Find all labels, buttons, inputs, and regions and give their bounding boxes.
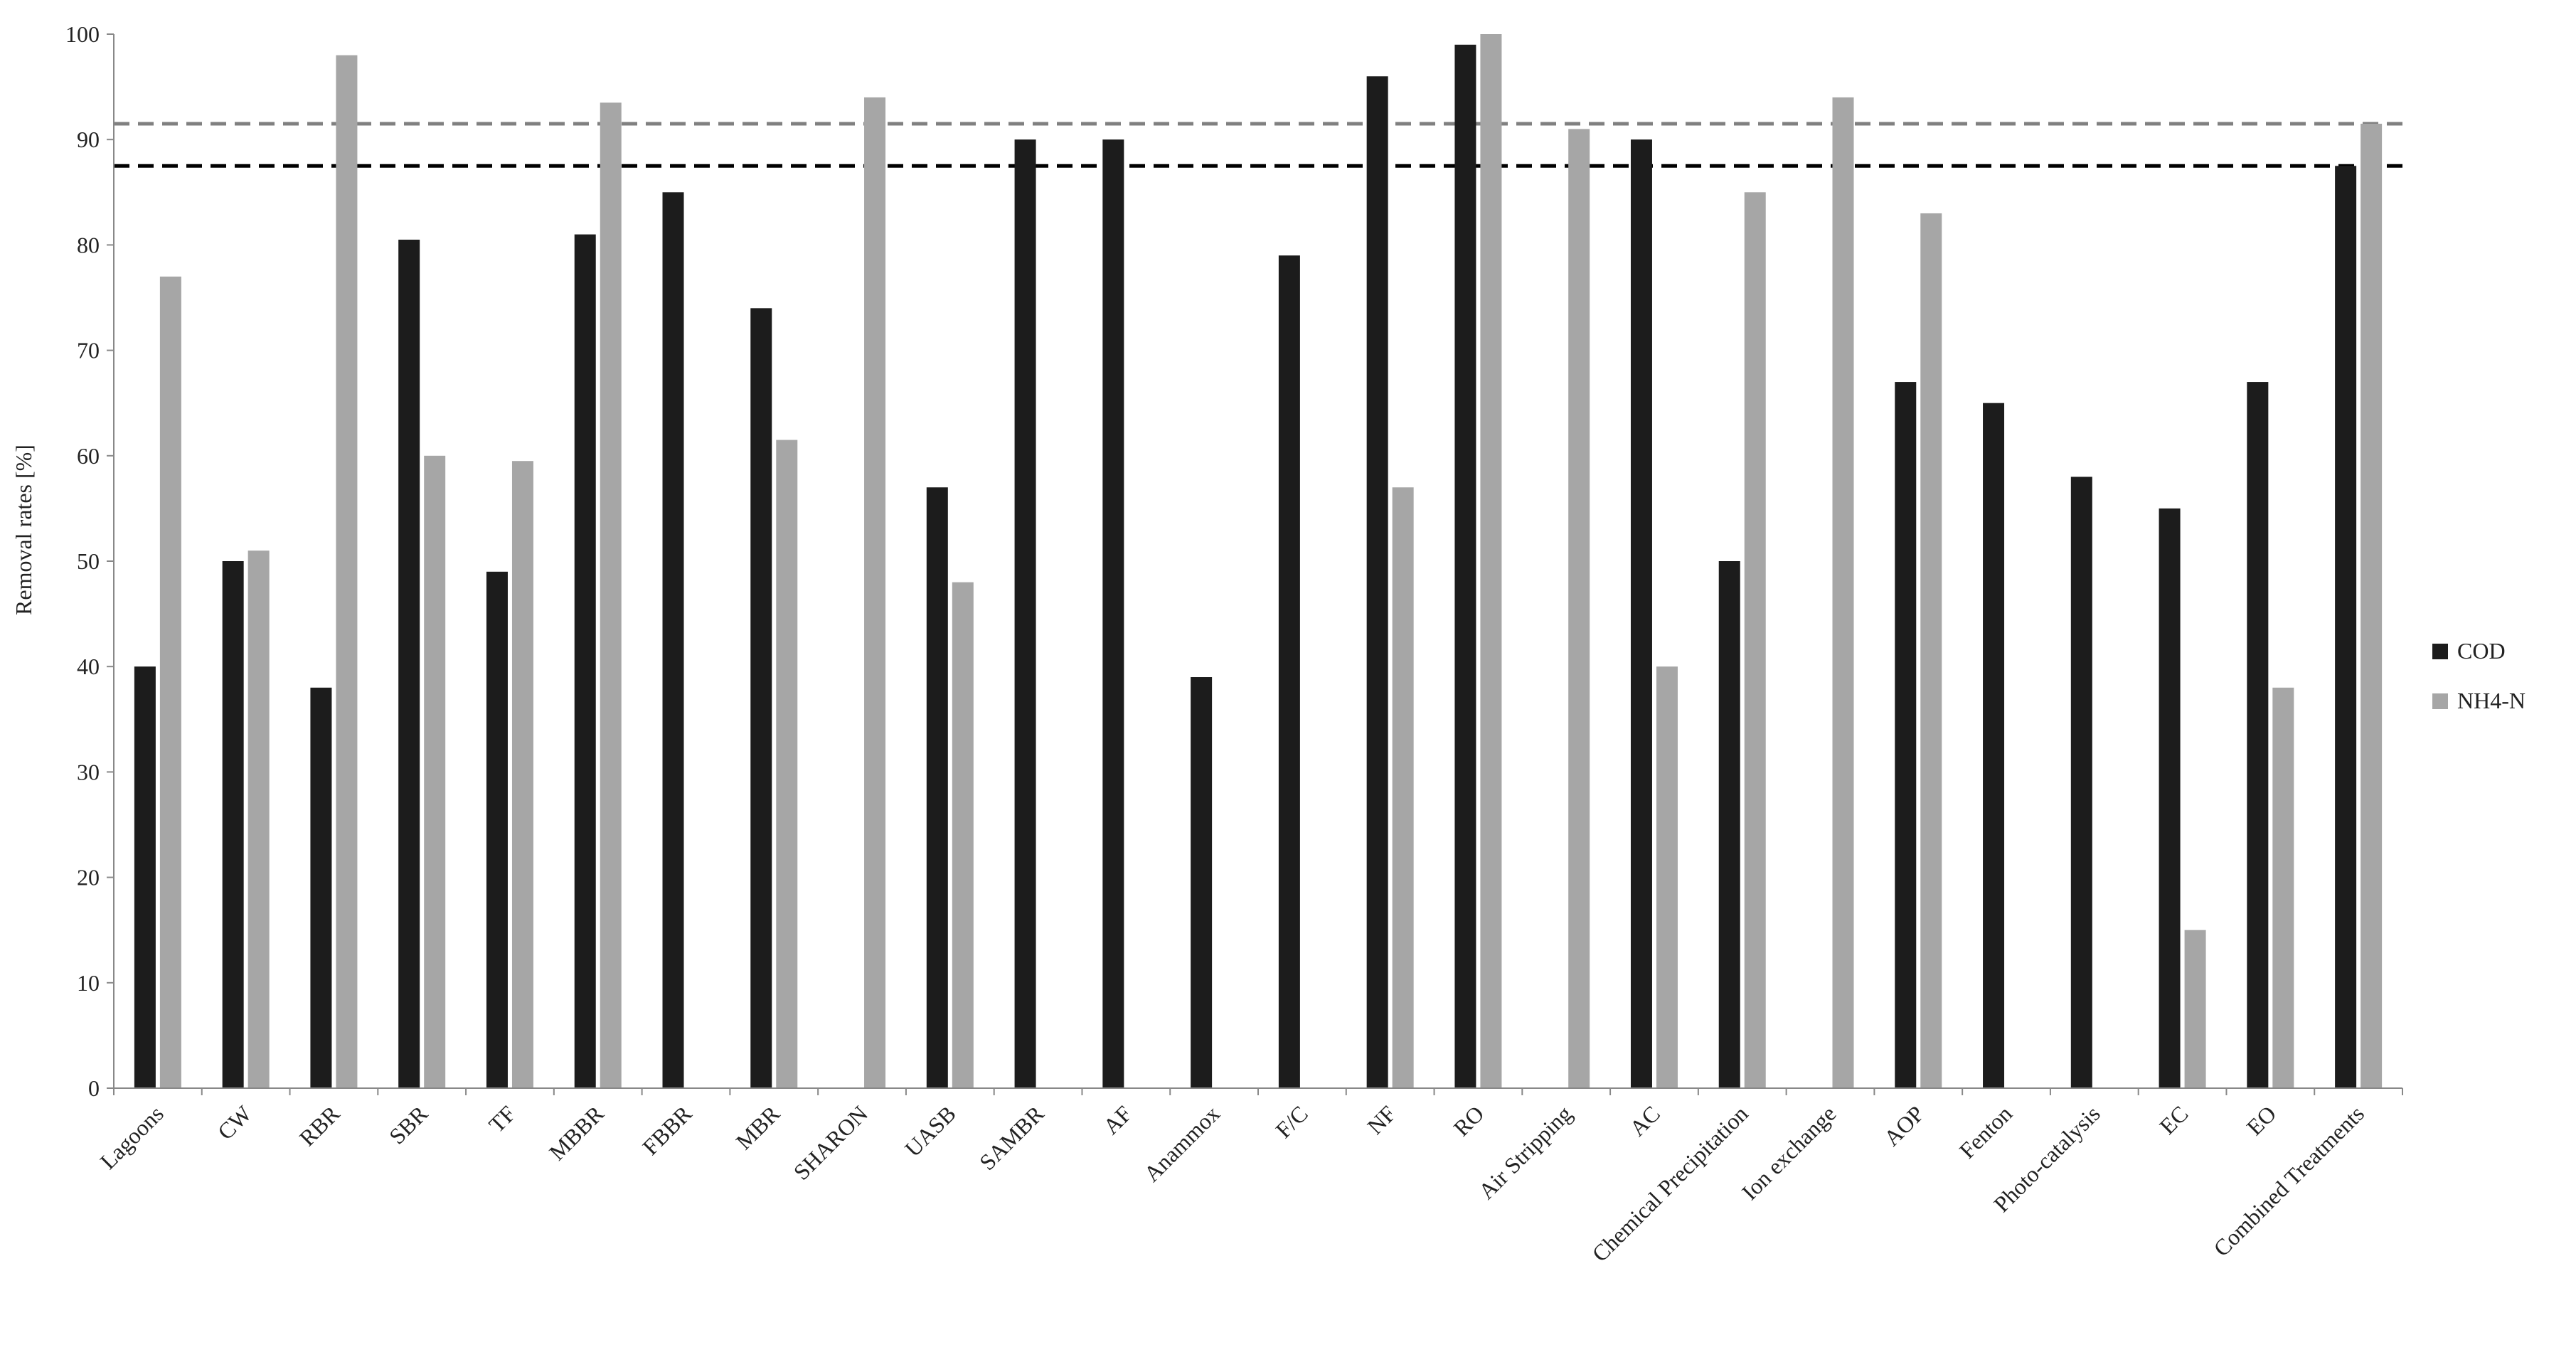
bar-cod-11 (1102, 139, 1124, 1089)
bar-nh4-n-14 (1392, 487, 1414, 1088)
y-tick-label-10: 10 (77, 970, 100, 996)
x-tick-label-5: MBBR (544, 1100, 609, 1165)
bar-nh4-n-15 (1480, 34, 1502, 1088)
bar-cod-21 (1983, 403, 2005, 1088)
x-tick-label-1: CW (213, 1100, 257, 1144)
x-tick-label-19: Ion exchange (1737, 1100, 1841, 1205)
bar-cod-12 (1191, 677, 1213, 1088)
bar-cod-9 (926, 487, 948, 1088)
y-tick-label-90: 90 (77, 127, 100, 152)
bar-cod-5 (574, 234, 596, 1089)
bar-cod-25 (2335, 166, 2357, 1088)
x-tick-label-6: FBBR (637, 1100, 697, 1160)
x-tick-label-2: RBR (294, 1100, 345, 1151)
x-tick-label-14: NF (1362, 1100, 1400, 1139)
y-tick-label-50: 50 (77, 548, 100, 574)
bar-cod-15 (1454, 44, 1476, 1089)
bar-cod-23 (2159, 508, 2181, 1088)
bar-cod-18 (1718, 561, 1740, 1088)
x-tick-label-9: UASB (900, 1100, 961, 1161)
x-tick-label-21: Fenton (1954, 1100, 2017, 1163)
bar-cod-20 (1895, 382, 1917, 1088)
y-tick-label-60: 60 (77, 443, 100, 469)
bar-cod-2 (310, 687, 332, 1088)
bar-cod-22 (2070, 477, 2092, 1088)
bar-nh4-n-17 (1656, 666, 1678, 1088)
bar-nh4-n-7 (776, 440, 798, 1088)
x-tick-label-15: RO (1448, 1100, 1489, 1141)
bar-cod-1 (222, 561, 244, 1088)
x-tick-label-13: F/C (1270, 1100, 1312, 1142)
bar-nh4-n-1 (248, 550, 270, 1088)
bar-nh4-n-3 (424, 455, 446, 1088)
bar-cod-6 (662, 192, 684, 1088)
bar-nh4-n-25 (2361, 123, 2383, 1089)
bar-cod-0 (134, 666, 156, 1088)
x-tick-label-3: SBR (384, 1100, 433, 1149)
bar-nh4-n-18 (1744, 192, 1766, 1088)
y-tick-label-80: 80 (77, 232, 100, 257)
bar-cod-24 (2247, 382, 2269, 1088)
x-tick-label-23: EC (2154, 1100, 2193, 1139)
bar-nh4-n-20 (1920, 213, 1942, 1089)
x-tick-label-0: Lagoons (95, 1100, 168, 1174)
x-tick-label-20: AOP (1878, 1100, 1929, 1151)
x-tick-label-8: SHARON (788, 1100, 872, 1184)
y-axis-title: Removal rates [%] (11, 445, 36, 615)
x-tick-label-12: Anammox (1139, 1100, 1225, 1186)
bar-nh4-n-5 (600, 102, 622, 1089)
x-tick-label-4: TF (484, 1100, 521, 1137)
y-tick-label-70: 70 (77, 338, 100, 363)
x-tick-label-7: MBR (730, 1100, 784, 1154)
bar-nh4-n-19 (1832, 97, 1854, 1088)
x-tick-label-16: Air Stripping (1474, 1100, 1577, 1204)
x-tick-label-24: EO (2242, 1100, 2282, 1140)
x-tick-label-25: Combined Treatments (2208, 1100, 2369, 1261)
y-tick-label-30: 30 (77, 759, 100, 784)
bar-cod-3 (398, 239, 420, 1088)
bar-nh4-n-9 (952, 582, 974, 1088)
legend-label-0: COD (2457, 638, 2506, 664)
axes-group (107, 33, 2403, 1095)
bar-cod-7 (750, 308, 772, 1088)
bar-nh4-n-16 (1568, 129, 1590, 1088)
x-tick-label-18: Chemical Precipitation (1587, 1100, 1752, 1266)
bar-nh4-n-4 (511, 461, 533, 1088)
x-tick-label-17: AC (1624, 1100, 1665, 1141)
legend: COD NH4-N (2432, 638, 2526, 713)
bar-cod-10 (1014, 139, 1036, 1089)
bars-group (134, 34, 2383, 1089)
bar-cod-4 (486, 571, 508, 1088)
bar-nh4-n-8 (864, 97, 886, 1088)
y-tick-label-100: 100 (65, 21, 100, 47)
x-tick-label-11: AF (1098, 1100, 1137, 1139)
y-tick-label-40: 40 (77, 654, 100, 679)
legend-swatch-0 (2432, 644, 2448, 659)
x-tick-label-10: SAMBR (974, 1100, 1049, 1175)
y-tick-label-20: 20 (77, 865, 100, 890)
bar-cod-14 (1366, 76, 1388, 1088)
bar-nh4-n-2 (336, 55, 358, 1088)
legend-label-1: NH4-N (2457, 688, 2526, 713)
bar-nh4-n-0 (159, 276, 181, 1088)
y-tick-label-0: 0 (88, 1075, 100, 1101)
bar-cod-13 (1278, 255, 1300, 1089)
bar-nh4-n-24 (2272, 687, 2294, 1088)
reference-lines (114, 122, 2402, 168)
bar-cod-17 (1630, 139, 1652, 1089)
legend-swatch-1 (2432, 693, 2448, 709)
bar-nh4-n-23 (2184, 930, 2206, 1088)
